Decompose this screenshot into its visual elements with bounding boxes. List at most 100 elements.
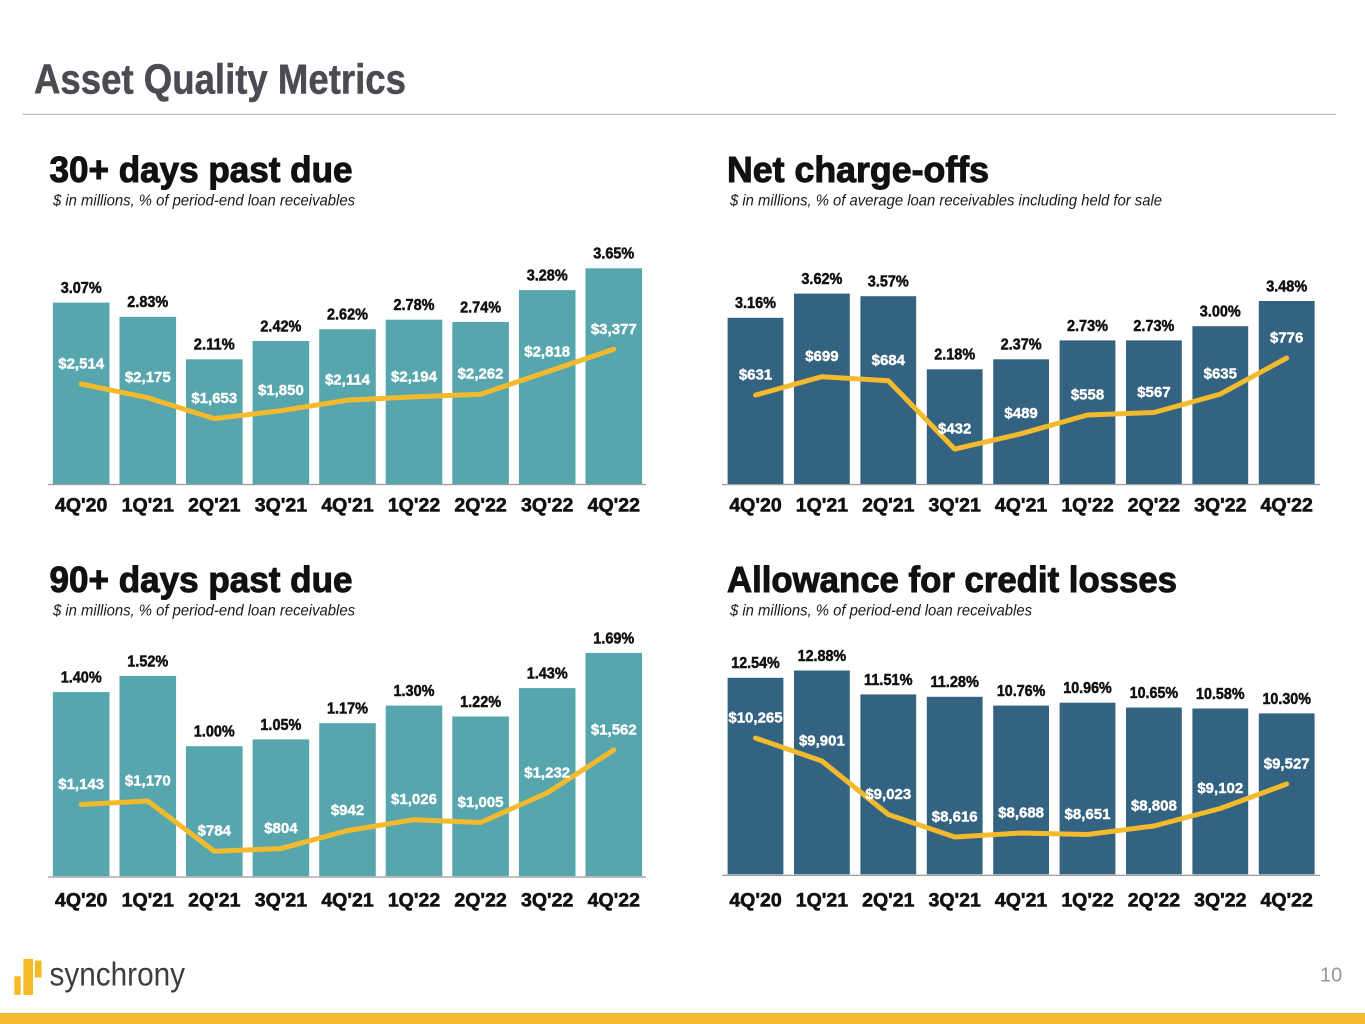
svg-text:Net charge-offs: Net charge-offs <box>727 149 989 190</box>
svg-text:2.74%: 2.74% <box>460 299 501 316</box>
svg-text:$9,023: $9,023 <box>865 786 911 803</box>
svg-text:2.37%: 2.37% <box>1001 337 1042 354</box>
svg-text:$567: $567 <box>1137 384 1170 401</box>
svg-text:2Q'22: 2Q'22 <box>1128 495 1180 517</box>
svg-text:3.57%: 3.57% <box>868 274 909 291</box>
svg-text:10.76%: 10.76% <box>997 683 1046 700</box>
svg-text:3Q'21: 3Q'21 <box>255 890 307 912</box>
svg-text:$9,527: $9,527 <box>1264 756 1310 773</box>
svg-text:$8,688: $8,688 <box>998 805 1044 822</box>
svg-text:1.00%: 1.00% <box>194 724 235 741</box>
svg-text:$2,514: $2,514 <box>58 356 105 373</box>
svg-text:1.69%: 1.69% <box>593 630 634 647</box>
svg-text:$ in millions, % of period-end: $ in millions, % of period-end loan rece… <box>729 602 1032 619</box>
svg-text:$699: $699 <box>805 348 838 365</box>
svg-text:$2,818: $2,818 <box>524 343 570 360</box>
svg-text:3Q'22: 3Q'22 <box>1194 495 1246 517</box>
svg-text:3.65%: 3.65% <box>593 246 634 263</box>
svg-text:$ in millions, % of period-end: $ in millions, % of period-end loan rece… <box>52 192 355 209</box>
svg-text:4Q'21: 4Q'21 <box>321 890 373 912</box>
svg-text:$942: $942 <box>331 802 364 819</box>
svg-text:synchrony: synchrony <box>50 956 186 993</box>
svg-text:Asset Quality Metrics: Asset Quality Metrics <box>34 56 406 103</box>
svg-text:1.22%: 1.22% <box>460 694 501 711</box>
svg-text:$8,808: $8,808 <box>1131 798 1177 815</box>
svg-text:$558: $558 <box>1071 387 1104 404</box>
svg-text:3.48%: 3.48% <box>1266 278 1307 295</box>
svg-text:$432: $432 <box>938 421 971 438</box>
svg-text:2.62%: 2.62% <box>327 307 368 324</box>
svg-text:4Q'22: 4Q'22 <box>1261 890 1313 912</box>
svg-text:1Q'22: 1Q'22 <box>1061 495 1113 517</box>
svg-text:4Q'21: 4Q'21 <box>321 495 373 517</box>
svg-text:$784: $784 <box>198 823 232 840</box>
svg-text:1.05%: 1.05% <box>260 717 301 734</box>
svg-text:$2,194: $2,194 <box>391 368 438 385</box>
svg-text:3Q'22: 3Q'22 <box>521 890 573 912</box>
svg-text:$8,616: $8,616 <box>932 809 978 826</box>
svg-text:$489: $489 <box>1004 405 1037 422</box>
svg-text:4Q'20: 4Q'20 <box>729 890 781 912</box>
svg-text:2Q'22: 2Q'22 <box>454 495 506 517</box>
svg-text:$1,170: $1,170 <box>125 773 171 790</box>
svg-text:$8,651: $8,651 <box>1065 806 1111 823</box>
svg-text:10.30%: 10.30% <box>1262 691 1311 708</box>
svg-text:$9,901: $9,901 <box>799 733 845 750</box>
svg-text:30+ days past due: 30+ days past due <box>50 149 353 190</box>
svg-text:3.16%: 3.16% <box>735 295 776 312</box>
svg-text:4Q'20: 4Q'20 <box>55 495 107 517</box>
svg-text:1Q'21: 1Q'21 <box>796 495 848 517</box>
svg-text:1Q'22: 1Q'22 <box>388 890 440 912</box>
svg-text:4Q'22: 4Q'22 <box>588 495 640 517</box>
svg-text:11.28%: 11.28% <box>930 674 979 691</box>
svg-text:11.51%: 11.51% <box>864 672 913 689</box>
svg-text:3Q'22: 3Q'22 <box>521 495 573 517</box>
svg-text:$1,005: $1,005 <box>458 794 504 811</box>
svg-text:2.18%: 2.18% <box>934 347 975 364</box>
svg-text:1Q'21: 1Q'21 <box>796 890 848 912</box>
svg-text:$ in millions, % of period-end: $ in millions, % of period-end loan rece… <box>52 602 355 619</box>
svg-text:4Q'20: 4Q'20 <box>55 890 107 912</box>
svg-text:$684: $684 <box>872 352 906 369</box>
svg-text:$ in millions, % of average lo: $ in millions, % of average loan receiva… <box>729 192 1162 209</box>
svg-text:2Q'21: 2Q'21 <box>862 890 914 912</box>
svg-text:$1,026: $1,026 <box>391 791 437 808</box>
svg-text:1Q'21: 1Q'21 <box>122 495 174 517</box>
svg-text:2.78%: 2.78% <box>394 297 435 314</box>
svg-text:$10,265: $10,265 <box>728 710 782 727</box>
svg-text:2.83%: 2.83% <box>127 294 168 311</box>
svg-text:3.00%: 3.00% <box>1200 304 1241 321</box>
svg-text:1.17%: 1.17% <box>327 701 368 718</box>
svg-text:12.54%: 12.54% <box>731 655 780 672</box>
svg-text:4Q'22: 4Q'22 <box>588 890 640 912</box>
svg-text:2.73%: 2.73% <box>1067 318 1108 335</box>
svg-text:$1,850: $1,850 <box>258 382 304 399</box>
svg-text:2.73%: 2.73% <box>1133 318 1174 335</box>
svg-text:12.88%: 12.88% <box>798 648 847 665</box>
svg-text:$1,562: $1,562 <box>591 722 637 739</box>
svg-text:2Q'21: 2Q'21 <box>188 495 240 517</box>
svg-text:$2,262: $2,262 <box>458 366 504 383</box>
svg-text:$1,143: $1,143 <box>58 776 104 793</box>
svg-text:10.58%: 10.58% <box>1196 686 1245 703</box>
svg-text:3Q'21: 3Q'21 <box>929 890 981 912</box>
svg-text:4Q'21: 4Q'21 <box>995 495 1047 517</box>
svg-text:$3,377: $3,377 <box>591 321 637 338</box>
svg-text:4Q'21: 4Q'21 <box>995 890 1047 912</box>
svg-text:3Q'22: 3Q'22 <box>1194 890 1246 912</box>
svg-text:3Q'21: 3Q'21 <box>929 495 981 517</box>
svg-text:1Q'21: 1Q'21 <box>122 890 174 912</box>
svg-text:$635: $635 <box>1204 366 1237 383</box>
svg-text:10.96%: 10.96% <box>1063 680 1112 697</box>
svg-text:$776: $776 <box>1270 330 1303 347</box>
svg-text:1.30%: 1.30% <box>394 683 435 700</box>
svg-text:4Q'22: 4Q'22 <box>1261 495 1313 517</box>
svg-text:90+ days past due: 90+ days past due <box>50 559 353 600</box>
svg-text:1.43%: 1.43% <box>527 666 568 683</box>
svg-text:1.40%: 1.40% <box>61 670 102 687</box>
svg-text:2Q'22: 2Q'22 <box>454 890 506 912</box>
svg-text:1Q'22: 1Q'22 <box>388 495 440 517</box>
svg-text:3.28%: 3.28% <box>527 268 568 285</box>
svg-text:2.42%: 2.42% <box>260 318 301 335</box>
svg-text:$804: $804 <box>264 820 298 837</box>
